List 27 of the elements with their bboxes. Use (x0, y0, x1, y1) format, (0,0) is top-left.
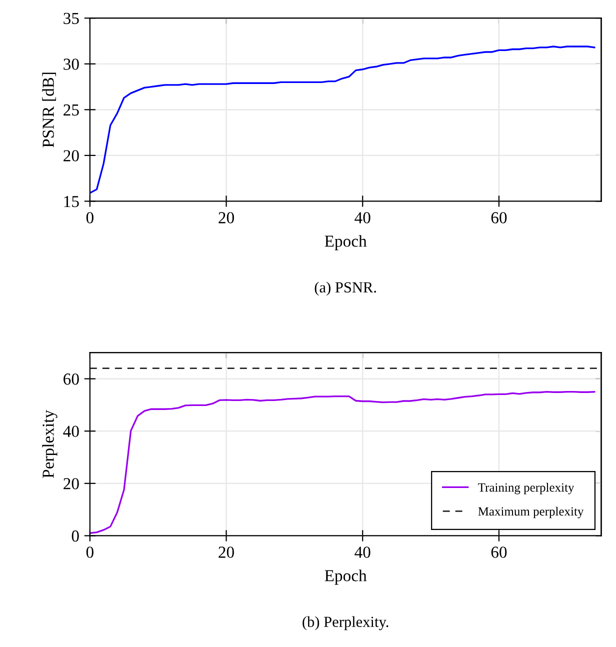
legend-label: Training perplexity (478, 482, 574, 494)
y-axis-title: Perplexity (42, 410, 58, 478)
line-series (90, 391, 596, 534)
x-tick-label: 40 (354, 212, 370, 224)
x-tick-label: 20 (218, 212, 234, 224)
legend-label: Maximum perplexity (478, 506, 584, 518)
x-tick-label: 20 (218, 546, 234, 558)
y-tick-label: 20 (64, 150, 79, 162)
text: (a) PSNR. (314, 282, 376, 296)
y-tick-label: 60 (64, 373, 79, 385)
x-tick-label: 0 (86, 212, 94, 224)
x-tick-label: 40 (354, 546, 370, 558)
x-tick-label: 60 (491, 546, 507, 558)
line-series (90, 46, 596, 194)
y-tick-label: 25 (64, 104, 79, 116)
y-tick-label: 20 (64, 478, 79, 490)
x-axis-title: Epoch (324, 235, 367, 250)
x-tick-label: 0 (86, 546, 94, 558)
x-tick-label: 60 (491, 212, 507, 224)
text: (b) Perplexity. (302, 616, 388, 630)
y-tick-label: 30 (64, 58, 79, 70)
y-axis-title: PSNR [dB] (42, 72, 56, 148)
y-tick-label: 15 (64, 196, 79, 208)
y-tick-label: 0 (72, 530, 79, 542)
y-tick-label: 35 (64, 12, 79, 24)
y-tick-label: 40 (63, 426, 79, 438)
x-axis-title: Epoch (324, 570, 367, 585)
